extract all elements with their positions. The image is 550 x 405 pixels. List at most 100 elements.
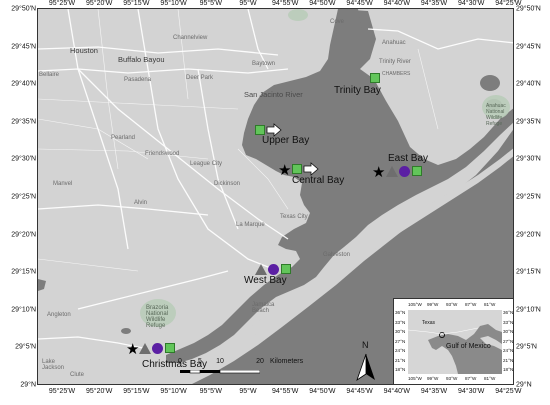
inset-bottom-tick: 93°W: [446, 376, 458, 381]
bottom-tick-label: 95°20'W: [86, 388, 113, 395]
top-tick-label: 94°35'W: [420, 0, 448, 7]
trinity-river-label: Trinity River: [379, 59, 411, 65]
inset-left-tick: 30°N: [395, 329, 406, 334]
site-label-west-bay: West Bay: [244, 275, 287, 286]
channelview-label: Channelview: [173, 35, 208, 41]
top-tick-label: 95°W: [239, 0, 257, 7]
green-square-icon: [255, 125, 265, 135]
black-star-icon: ★: [372, 164, 386, 181]
purple-circle-icon: [268, 264, 279, 275]
angleton-label: Angleton: [47, 312, 71, 318]
top-tick-label: 95°25'W: [48, 0, 76, 7]
right-tick-label: 29°25'N: [516, 193, 541, 201]
clute-label: Clute: [70, 372, 85, 378]
right-tick-label: 29°50'N: [516, 5, 541, 13]
left-tick-label: 29°5'N: [15, 343, 36, 351]
scale-unit-label: Kilometers: [270, 358, 304, 365]
inset-map-body: Texas Gulf of Mexico: [408, 310, 502, 374]
green-square-icon: [281, 264, 291, 274]
left-tick-label: 29°50'N: [11, 5, 36, 13]
inset-left-tick: 21°N: [395, 357, 406, 363]
site-label-christmas-bay: Christmas Bay: [142, 359, 208, 370]
left-tick-label: 29°45'N: [11, 43, 36, 51]
top-tick-label: 94°25'W: [495, 0, 522, 7]
left-tick-label: 29°25'N: [11, 193, 36, 201]
left-tick-label: 29°15'N: [11, 268, 36, 276]
site-label-central-bay: Central Bay: [292, 175, 345, 186]
bottom-tick-label: 95°W: [239, 388, 257, 395]
north-arrow-icon: N: [355, 340, 377, 382]
bottom-tick-label: 94°55'W: [272, 388, 299, 395]
anahuac-label: Anahuac: [382, 40, 406, 46]
pearland-label: Pearland: [111, 135, 136, 141]
inset-left-tick: 33°N: [395, 319, 406, 325]
inset-left-tick: 18°N: [395, 367, 406, 372]
gray-triangle-icon: [386, 166, 398, 177]
top-tick-label: 94°30'W: [458, 0, 485, 7]
bottom-tick-label: 95°25'W: [48, 388, 76, 395]
inset-left-tick: 36°N: [395, 310, 406, 315]
bottom-tick-label: 95°5'W: [199, 388, 223, 395]
gray-triangle-icon: [255, 264, 267, 275]
right-tick-label: 29°N: [516, 381, 532, 389]
inset-right-tick: 33°N: [503, 319, 514, 325]
site-label-trinity-bay: Trinity Bay: [334, 85, 381, 96]
jamaica-beach-label: Jamaica Beach: [252, 302, 275, 314]
chambers-label: CHAMBERS: [382, 71, 411, 77]
top-tick-label: 95°5'W: [199, 0, 223, 7]
inset-left-tick: 27°N: [395, 338, 406, 344]
san-jacinto-river-label: San Jacinto River: [244, 90, 303, 99]
left-tick-label: 29°35'N: [11, 118, 36, 126]
right-tick-label: 29°10'N: [516, 306, 541, 314]
inset-texas-label: Texas: [422, 320, 436, 326]
brazoria-refuge-label: Brazoria National Wildlife Refuge: [146, 305, 169, 329]
right-tick-label: 29°15'N: [516, 268, 541, 276]
scale-tick-20: 20: [256, 358, 264, 365]
bottom-tick-label: 94°45'W: [346, 388, 373, 395]
inset-right-tick: 18°N: [503, 367, 514, 372]
black-star-icon: ★: [126, 341, 140, 358]
right-tick-label: 29°35'N: [516, 118, 541, 126]
top-tick-label: 94°50'W: [309, 0, 336, 7]
alvin-label: Alvin: [134, 200, 148, 206]
inset-top-tick: 81°W: [484, 302, 496, 307]
buffalo-bayou-label: Buffalo Bayou: [118, 55, 165, 64]
top-tick-label: 94°40'W: [383, 0, 410, 7]
black-star-icon: ★: [278, 162, 292, 179]
inset-bottom-tick: 87°W: [465, 376, 477, 381]
top-tick-label: 95°10'W: [160, 0, 187, 7]
site-label-upper-bay: Upper Bay: [262, 135, 310, 146]
friendswood-label: Friendswood: [145, 151, 180, 157]
inset-right-tick: 24°N: [503, 348, 514, 353]
inset-bottom-tick: 99°W: [427, 376, 439, 381]
dickinson-label: Dickinson: [214, 181, 241, 187]
inset-bottom-tick: 81°W: [484, 376, 496, 381]
bottom-tick-label: 94°25'W: [495, 388, 522, 395]
galveston-label: Galveston: [323, 252, 351, 258]
purple-circle-icon: [152, 343, 163, 354]
inset-locator-map: Texas Gulf of Mexico 105°W 99°W 93°W 87°W 81…: [393, 298, 514, 385]
bellaire-label: Bellaire: [39, 72, 60, 78]
pasadena-label: Pasadena: [124, 77, 152, 83]
right-tick-label: 29°45'N: [516, 43, 541, 51]
right-tick-label: 29°20'N: [516, 231, 541, 239]
green-square-icon: [370, 73, 380, 83]
left-tick-label: 29°N: [20, 381, 36, 389]
top-tick-label: 94°45'W: [346, 0, 373, 7]
right-tick-label: 29°40'N: [516, 80, 541, 88]
inset-right-tick: 36°N: [503, 310, 514, 315]
top-tick-label: 95°20'W: [86, 0, 113, 7]
green-square-icon: [165, 343, 175, 353]
inset-right-tick: 21°N: [503, 357, 514, 363]
inset-right-tick: 27°N: [503, 338, 514, 344]
inset-bottom-tick: 105°W: [408, 376, 422, 381]
inset-left-tick: 24°N: [395, 348, 406, 353]
inset-right-tick: 30°N: [503, 329, 514, 334]
site-label-east-bay: East Bay: [388, 153, 429, 164]
inset-top-tick: 105°W: [408, 302, 422, 307]
cove-label: Cove: [330, 19, 345, 25]
scale-tick-0: 0: [178, 358, 182, 365]
green-square-icon: [292, 164, 302, 174]
left-tick-label: 29°20'N: [11, 231, 36, 239]
gray-triangle-icon: [139, 343, 151, 354]
